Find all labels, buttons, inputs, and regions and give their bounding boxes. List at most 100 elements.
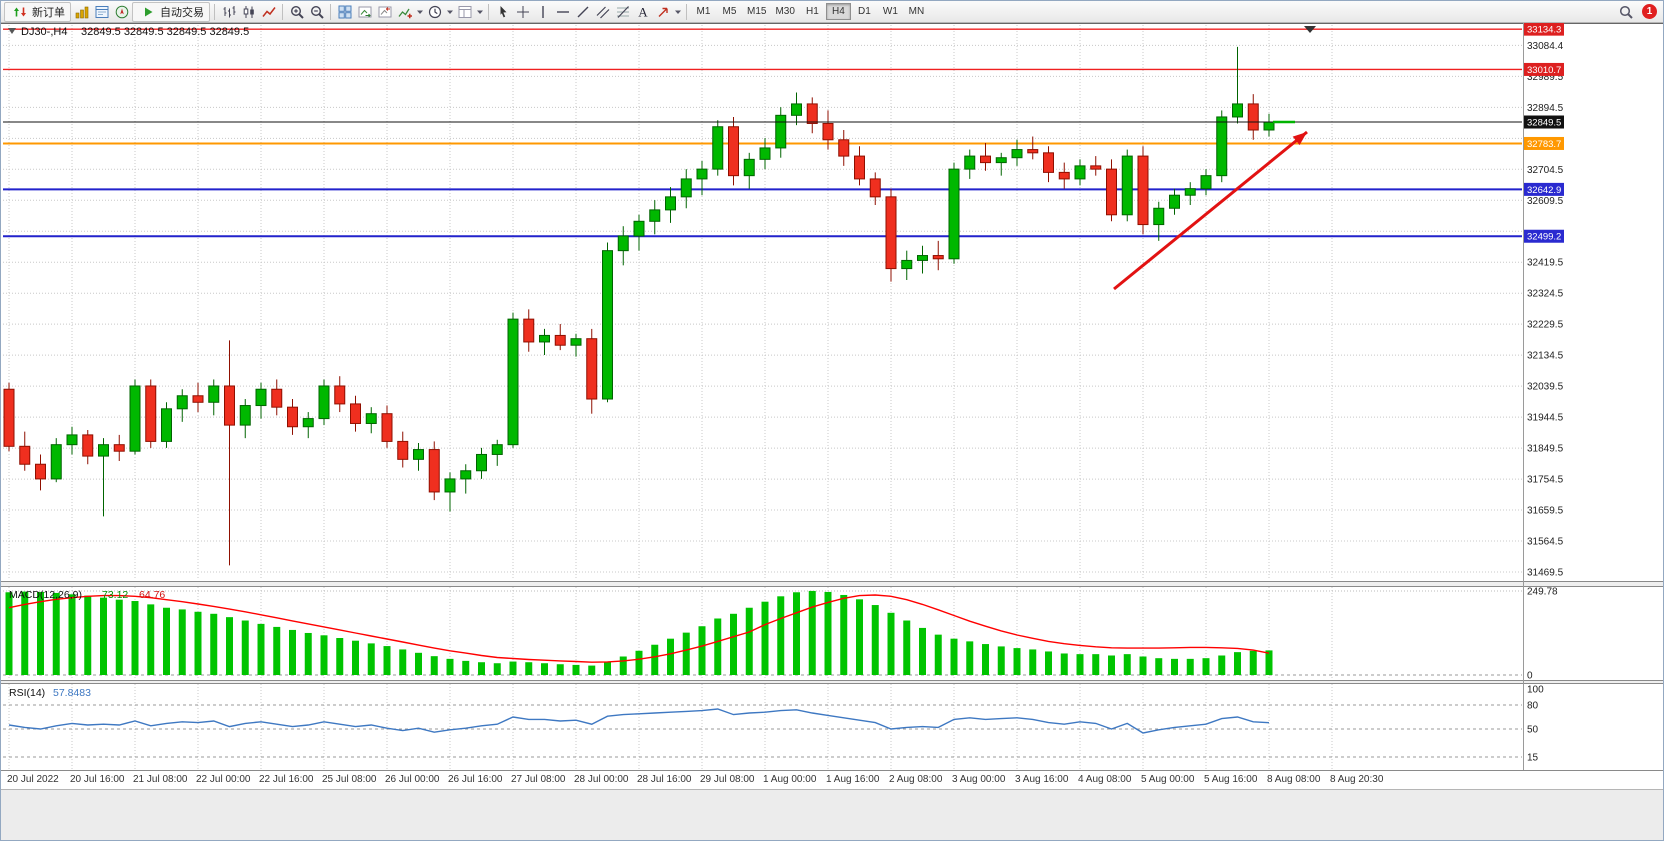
candle bbox=[350, 403, 361, 424]
macd-bar bbox=[5, 592, 13, 675]
candle bbox=[50, 444, 62, 480]
charts-icon[interactable] bbox=[72, 2, 91, 21]
trend-arrow-head bbox=[1292, 132, 1307, 146]
candle bbox=[1232, 103, 1243, 118]
macd-bar bbox=[1265, 650, 1273, 675]
candle bbox=[491, 444, 503, 455]
horizontal-line-icon[interactable] bbox=[553, 2, 572, 21]
notification-badge[interactable]: 1 bbox=[1642, 4, 1657, 19]
rsi-scale-label: 50 bbox=[1527, 725, 1539, 736]
candle bbox=[1043, 152, 1054, 173]
candle bbox=[444, 478, 456, 493]
time-label: 20 Jul 16:00 bbox=[70, 774, 125, 785]
panel-separator[interactable] bbox=[1, 680, 1664, 684]
timeframe-h4-button[interactable]: H4 bbox=[825, 3, 851, 20]
timeframe-h1-button[interactable]: H1 bbox=[806, 6, 819, 17]
trendline-icon[interactable] bbox=[573, 2, 592, 21]
zoom-in-icon[interactable] bbox=[287, 2, 306, 21]
auto-scroll-icon[interactable] bbox=[355, 2, 374, 21]
hline-badge-label: 33134.3 bbox=[1527, 25, 1561, 36]
templates-icon-dropdown-caret-icon[interactable] bbox=[475, 2, 484, 21]
autotrading-button[interactable]: 自动交易 bbox=[132, 1, 210, 22]
rsi-scale-label: 80 bbox=[1527, 701, 1539, 712]
macd-bar bbox=[241, 620, 249, 675]
macd-bar bbox=[761, 601, 769, 675]
macd-bar bbox=[257, 623, 265, 675]
cursor-icon[interactable] bbox=[493, 2, 512, 21]
candle bbox=[161, 408, 172, 442]
macd-histogram bbox=[5, 590, 1273, 675]
price-grid-label: 32704.5 bbox=[1527, 165, 1564, 176]
price-axis[interactable] bbox=[1523, 23, 1664, 770]
time-label: 28 Jul 00:00 bbox=[574, 774, 629, 785]
zoom-out-icon[interactable] bbox=[307, 2, 326, 21]
candle bbox=[539, 334, 550, 343]
candle bbox=[302, 418, 314, 428]
timeframe-m30-button[interactable]: M30 bbox=[775, 6, 795, 17]
candle bbox=[917, 255, 928, 261]
candles-series bbox=[3, 46, 1275, 566]
bar-chart-icon[interactable] bbox=[219, 2, 238, 21]
candle bbox=[1169, 194, 1180, 209]
market-watch-icon[interactable] bbox=[92, 2, 111, 21]
text-label-icon[interactable]: A bbox=[633, 2, 652, 21]
candle bbox=[869, 178, 881, 198]
candle bbox=[239, 405, 251, 426]
navigator-icon[interactable] bbox=[112, 2, 131, 21]
timeframe-m15-button[interactable]: M15 bbox=[747, 6, 767, 17]
toolbar-left-groups: 新订单 自动交易 A M1 M5 M15 M30 H1 H4 D1 W1 MN bbox=[4, 1, 929, 22]
timeframe-m5-button[interactable]: M5 bbox=[722, 6, 737, 17]
price-grid-label: 32894.5 bbox=[1527, 103, 1564, 114]
new-order-button[interactable]: 新订单 bbox=[4, 1, 71, 22]
timeframe-d1-button[interactable]: D1 bbox=[858, 6, 871, 17]
alert-marker-icon[interactable] bbox=[1304, 26, 1316, 33]
indicators-icon-dropdown-caret-icon[interactable] bbox=[415, 2, 424, 21]
chart-ohlc-values: 32849.5 32849.5 32849.5 32849.5 bbox=[81, 26, 249, 38]
candle bbox=[365, 413, 377, 424]
search-icon[interactable] bbox=[1616, 2, 1635, 21]
main-toolbar: 新订单 自动交易 A M1 M5 M15 M30 H1 H4 D1 W1 MN 1 bbox=[1, 1, 1663, 23]
fibonacci-icon[interactable] bbox=[613, 2, 632, 21]
chart-shift-icon[interactable] bbox=[375, 2, 394, 21]
crosshair-icon[interactable] bbox=[513, 2, 532, 21]
candlestick-chart-icon[interactable] bbox=[239, 2, 258, 21]
macd-label: MACD(12,26,9) bbox=[9, 589, 82, 601]
macd-bar bbox=[446, 658, 454, 675]
indicators-icon[interactable] bbox=[395, 2, 414, 21]
candle bbox=[381, 413, 393, 442]
time-axis[interactable] bbox=[1, 771, 1664, 789]
timeframe-m1-button[interactable]: M1 bbox=[696, 6, 711, 17]
candle bbox=[1027, 149, 1039, 154]
candle bbox=[806, 103, 818, 124]
arrows-icon-dropdown-caret-icon[interactable] bbox=[673, 2, 682, 21]
timeframe-w1-button[interactable]: W1 bbox=[882, 6, 898, 17]
candle bbox=[743, 158, 755, 177]
equidistant-channel-icon[interactable] bbox=[593, 2, 612, 21]
candle bbox=[570, 338, 582, 346]
macd-main-value: 73.12 bbox=[102, 589, 128, 601]
macd-bar bbox=[462, 660, 470, 675]
tile-windows-icon[interactable] bbox=[335, 2, 354, 21]
templates-icon[interactable] bbox=[455, 2, 474, 21]
candle bbox=[1184, 188, 1196, 196]
macd-bar bbox=[289, 629, 296, 675]
macd-bar bbox=[320, 635, 328, 675]
periods-icon-dropdown-caret-icon[interactable] bbox=[445, 2, 454, 21]
new-order-button-label: 新订单 bbox=[32, 6, 65, 19]
macd-bar bbox=[226, 617, 233, 675]
periods-icon[interactable] bbox=[425, 2, 444, 21]
vertical-line-icon[interactable] bbox=[533, 2, 552, 21]
candle bbox=[980, 155, 991, 164]
hline-badge-33134.3 bbox=[1524, 22, 1564, 36]
candle bbox=[19, 445, 31, 465]
panel-separator[interactable] bbox=[1, 581, 1664, 587]
timeframe-mn-button[interactable]: MN bbox=[908, 6, 925, 17]
chart-title: DJ30-,H4 bbox=[21, 26, 67, 38]
trend-arrow-annotation[interactable] bbox=[1113, 130, 1308, 291]
line-chart-icon[interactable] bbox=[259, 2, 278, 21]
macd-bar bbox=[556, 664, 564, 675]
chart-menu-icon[interactable] bbox=[8, 28, 16, 34]
arrows-icon[interactable] bbox=[653, 2, 672, 21]
